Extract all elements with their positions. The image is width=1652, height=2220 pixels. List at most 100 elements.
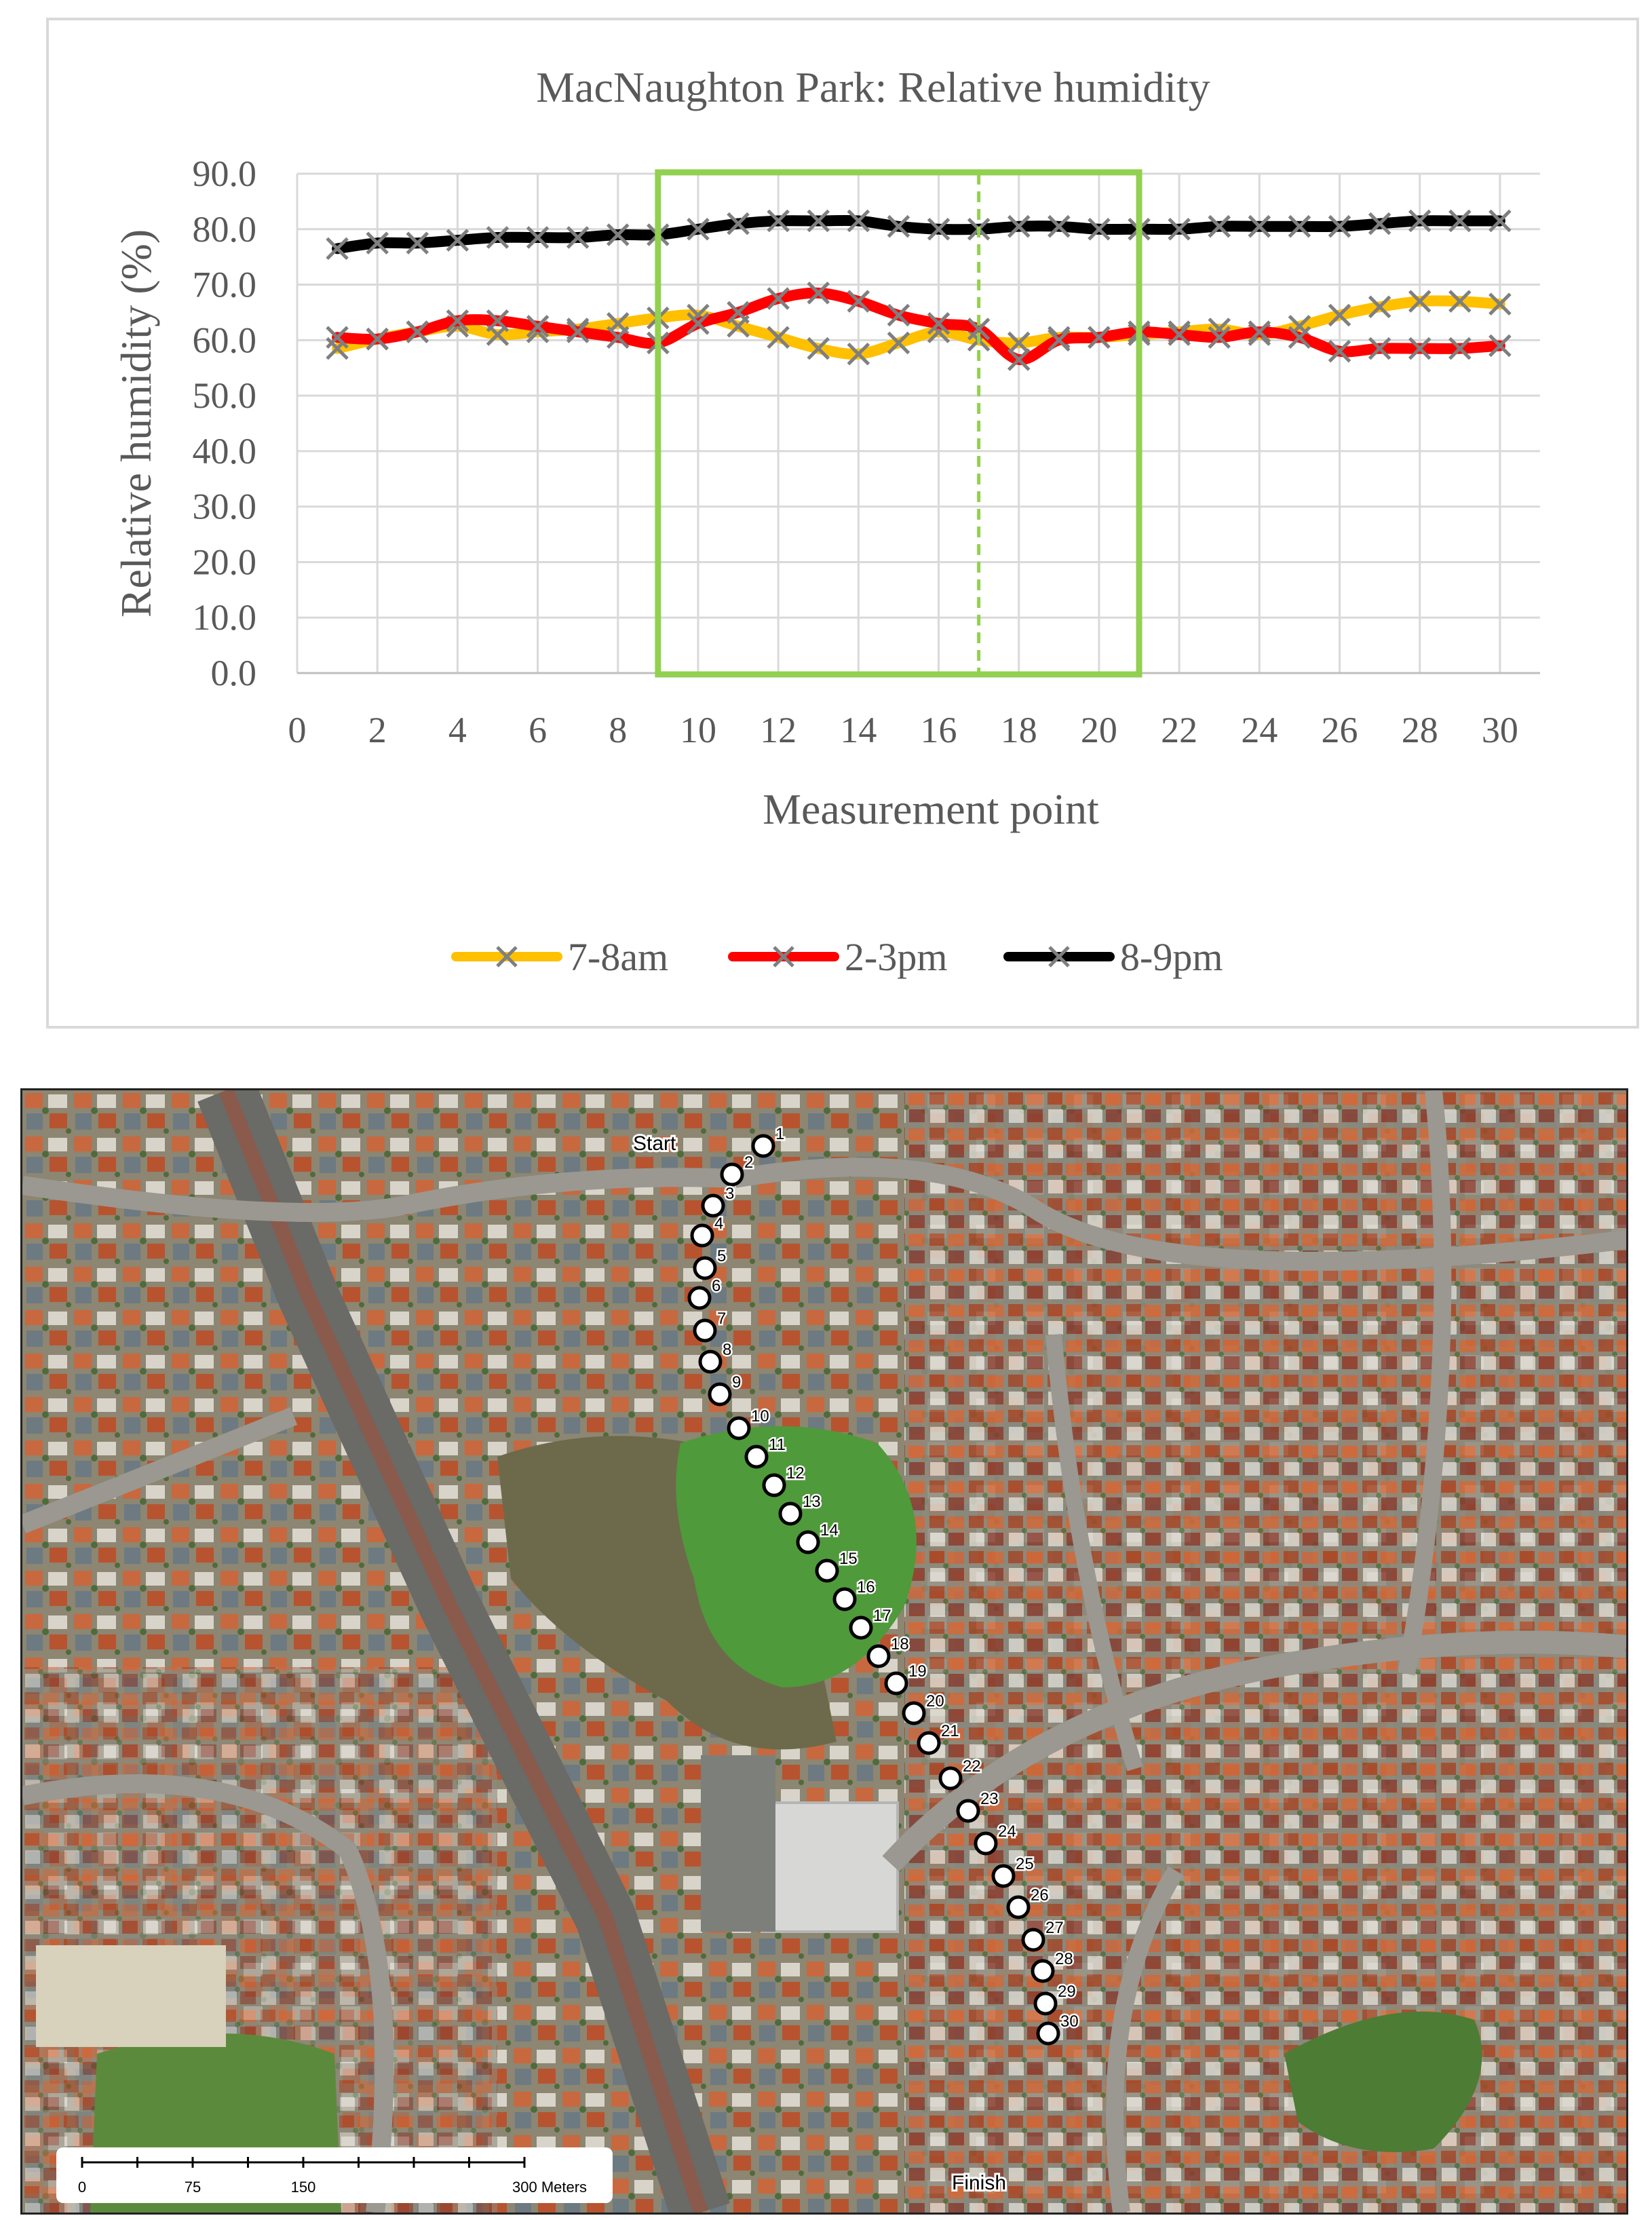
route-point-label: 24 — [998, 1822, 1016, 1841]
x-tick-label: 24 — [1241, 710, 1278, 750]
data-point-marker — [1048, 328, 1071, 352]
route-point — [832, 1587, 857, 1611]
data-point-marker — [927, 218, 950, 241]
route-point-label: 28 — [1055, 1950, 1073, 1968]
x-tick-label: 14 — [840, 710, 877, 750]
x-tick-label: 4 — [448, 710, 467, 750]
x-axis-title: Measurement point — [763, 785, 1099, 833]
data-point-marker — [1048, 214, 1071, 238]
y-tick-label: 40.0 — [193, 431, 257, 472]
data-point-marker — [607, 326, 630, 349]
route-point — [720, 1162, 744, 1187]
route-point — [762, 1473, 786, 1497]
y-tick-label: 0.0 — [211, 653, 257, 693]
data-point-marker — [887, 303, 910, 327]
y-tick-label: 90.0 — [193, 153, 257, 194]
route-point — [902, 1701, 926, 1725]
data-point-marker — [887, 331, 910, 355]
data-point-marker — [1007, 331, 1031, 355]
route-point — [744, 1444, 769, 1469]
route-point-label: 30 — [1060, 2012, 1079, 2031]
data-point-marker — [1168, 323, 1191, 346]
data-point-marker — [1328, 339, 1351, 363]
data-point-marker — [1488, 209, 1512, 233]
series-line — [332, 214, 1505, 254]
route-point-label: 5 — [717, 1247, 726, 1265]
road — [22, 1168, 735, 1222]
series-line — [332, 295, 1505, 360]
chart-title: MacNaughton Park: Relative humidity — [536, 63, 1210, 111]
x-tick-label: 12 — [760, 710, 796, 750]
route-point-label: 6 — [712, 1277, 721, 1295]
route-point-label: 29 — [1058, 1983, 1076, 2001]
x-tick-label: 8 — [609, 710, 627, 750]
route-point-label: 17 — [873, 1607, 891, 1625]
route-point — [1006, 1895, 1031, 1919]
route-point-label: 10 — [751, 1407, 769, 1425]
data-point-marker — [1088, 326, 1111, 349]
route-point — [693, 1256, 717, 1280]
route-point-label: 14 — [820, 1521, 839, 1539]
data-point-marker — [406, 320, 429, 343]
data-point-marker — [1408, 209, 1432, 233]
series-8-9pm — [326, 209, 1512, 261]
data-point-marker — [767, 326, 790, 349]
x-tick-label: 30 — [1482, 710, 1518, 750]
legend-item: 7-8am — [451, 935, 668, 979]
highlight-box — [655, 169, 1142, 678]
x-tick-label: 20 — [1081, 710, 1117, 750]
data-point-marker — [1168, 218, 1191, 241]
data-point-marker — [566, 226, 590, 249]
route-point-label: 21 — [941, 1722, 959, 1740]
y-tick-label: 50.0 — [193, 375, 257, 416]
data-point-marker — [847, 290, 870, 313]
route-point-label: 22 — [963, 1757, 981, 1776]
y-axis-title: Relative humidity (%) — [112, 229, 160, 617]
data-point-marker — [326, 237, 349, 261]
route-point — [991, 1864, 1016, 1888]
legend-marker — [1048, 946, 1070, 968]
data-point-marker — [607, 223, 630, 246]
series-line — [332, 287, 1505, 365]
scale-label: 150 — [291, 2179, 316, 2196]
data-point-marker — [1368, 212, 1391, 235]
route-point — [974, 1831, 998, 1856]
data-point-marker — [566, 320, 590, 343]
data-point-marker — [687, 312, 710, 335]
data-point-marker — [486, 309, 510, 332]
x-tick-label: 26 — [1322, 710, 1358, 750]
series-2-3pm — [326, 282, 1512, 371]
route-point-label: 16 — [857, 1578, 875, 1596]
data-point-marker — [1488, 334, 1512, 358]
data-point-marker — [486, 226, 510, 249]
x-tick-label: 22 — [1161, 710, 1197, 750]
data-point-marker — [1408, 337, 1432, 360]
route-point — [751, 1134, 775, 1158]
route-point-label: 20 — [926, 1692, 944, 1710]
route-point-label: 27 — [1045, 1919, 1064, 1937]
data-point-marker — [847, 209, 870, 233]
data-point-marker — [767, 209, 790, 233]
route-point — [708, 1382, 732, 1406]
route-point — [884, 1671, 908, 1696]
data-point-marker — [887, 214, 910, 238]
aerial-map: 1 2 3 4 5 6 7 8 9 10 11 12 13 14 15 16 17 18 19 20 21 22 23 24 2… — [20, 1088, 1628, 2215]
route-point-label: 23 — [980, 1790, 999, 1808]
shopping-centre — [761, 1801, 899, 1933]
route-point-label: 8 — [723, 1341, 731, 1359]
data-point-marker — [967, 318, 991, 341]
route-point-label: 1 — [775, 1125, 784, 1143]
route-point-label: 25 — [1016, 1855, 1034, 1873]
x-tick-label: 2 — [368, 710, 387, 750]
legend-label: 7-8am — [568, 935, 668, 979]
route-point — [1021, 1928, 1045, 1952]
chart-panel: 0.0 10.0 20.0 30.0 40.0 50.0 60.0 70.0 80.0 90.0 0… — [46, 18, 1639, 1029]
data-point-marker — [526, 315, 550, 338]
data-point-marker — [1448, 337, 1472, 360]
route-point — [701, 1193, 725, 1218]
route-point-label: 19 — [908, 1662, 927, 1681]
data-point-marker — [847, 343, 870, 366]
route-point — [690, 1223, 714, 1248]
route-point-label: 7 — [717, 1309, 726, 1328]
data-point-marker — [1248, 214, 1271, 238]
